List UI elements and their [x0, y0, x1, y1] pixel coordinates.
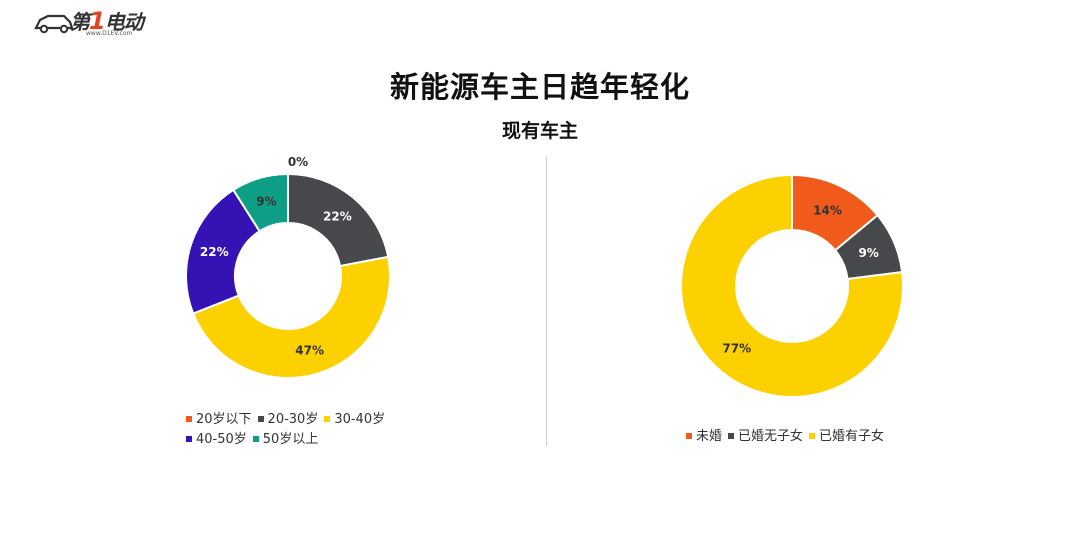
slice-label-age-3: 22%	[200, 245, 229, 259]
donut-marital: 14% 9% 77%	[680, 173, 904, 398]
slice-label-age-4: 9%	[256, 195, 276, 209]
logo-url: www.D1EV.com	[86, 30, 133, 37]
legend-item-age-4: 50岁以上	[252, 430, 319, 450]
slice-label-marital-1: 9%	[858, 246, 878, 260]
donut-slice-age-2	[191, 255, 391, 379]
legend-swatch	[728, 432, 735, 439]
page-title: 新能源车主日趋年轻化	[389, 70, 690, 104]
legend-label: 未婚	[696, 429, 723, 444]
slice-label-age-0: 0%	[288, 155, 308, 169]
legend-item-marital-0: 未婚	[686, 427, 722, 447]
chart-divider	[546, 156, 547, 446]
legend-label: 已婚有子女	[819, 429, 885, 444]
car-logo-icon	[34, 14, 74, 34]
legend-item-age-0: 20岁以下	[186, 410, 252, 430]
legend-swatch	[186, 435, 192, 442]
legend-swatch	[252, 435, 259, 442]
legend-item-marital-1: 已婚无子女	[728, 427, 803, 447]
legend-label: 已婚无子女	[738, 429, 804, 444]
legend-label: 30-40岁	[334, 412, 386, 427]
legend-label: 50岁以上	[262, 432, 319, 447]
logo-wordmark: 第1电动	[70, 7, 144, 35]
slice-label-marital-0: 14%	[813, 203, 842, 217]
legend-label: 40-50岁	[196, 432, 247, 447]
donut-age: 0% 22% 47% 22% 9%	[185, 155, 391, 379]
slice-label-age-2: 47%	[295, 343, 324, 357]
slice-label-age-1: 22%	[323, 209, 352, 223]
legend-item-age-3: 40-50岁	[186, 430, 247, 450]
legend-label: 20岁以下	[196, 412, 252, 427]
legend-item-age-2: 30-40岁	[324, 410, 385, 430]
page-subtitle: 现有车主	[501, 120, 578, 142]
logo: 第1电动 www.D1EV.com	[34, 4, 164, 38]
donut-slice-age-4	[231, 172, 289, 233]
legend-marital: 未婚 已婚无子女 已婚有子女	[686, 427, 946, 447]
legend-swatch	[686, 432, 692, 439]
legend-swatch	[257, 415, 264, 422]
legend-item-age-1: 20-30岁	[257, 410, 319, 430]
legend-age: 20岁以下 20-30岁 30-40岁 40-50岁 50岁以上	[186, 410, 406, 450]
legend-swatch	[809, 432, 816, 439]
legend-swatch	[186, 415, 192, 422]
legend-swatch	[324, 415, 331, 422]
legend-item-marital-2: 已婚有子女	[809, 427, 884, 447]
donut-slice-marital-2	[680, 173, 904, 398]
slice-label-marital-2: 77%	[722, 342, 751, 356]
legend-label: 20-30岁	[267, 412, 319, 427]
